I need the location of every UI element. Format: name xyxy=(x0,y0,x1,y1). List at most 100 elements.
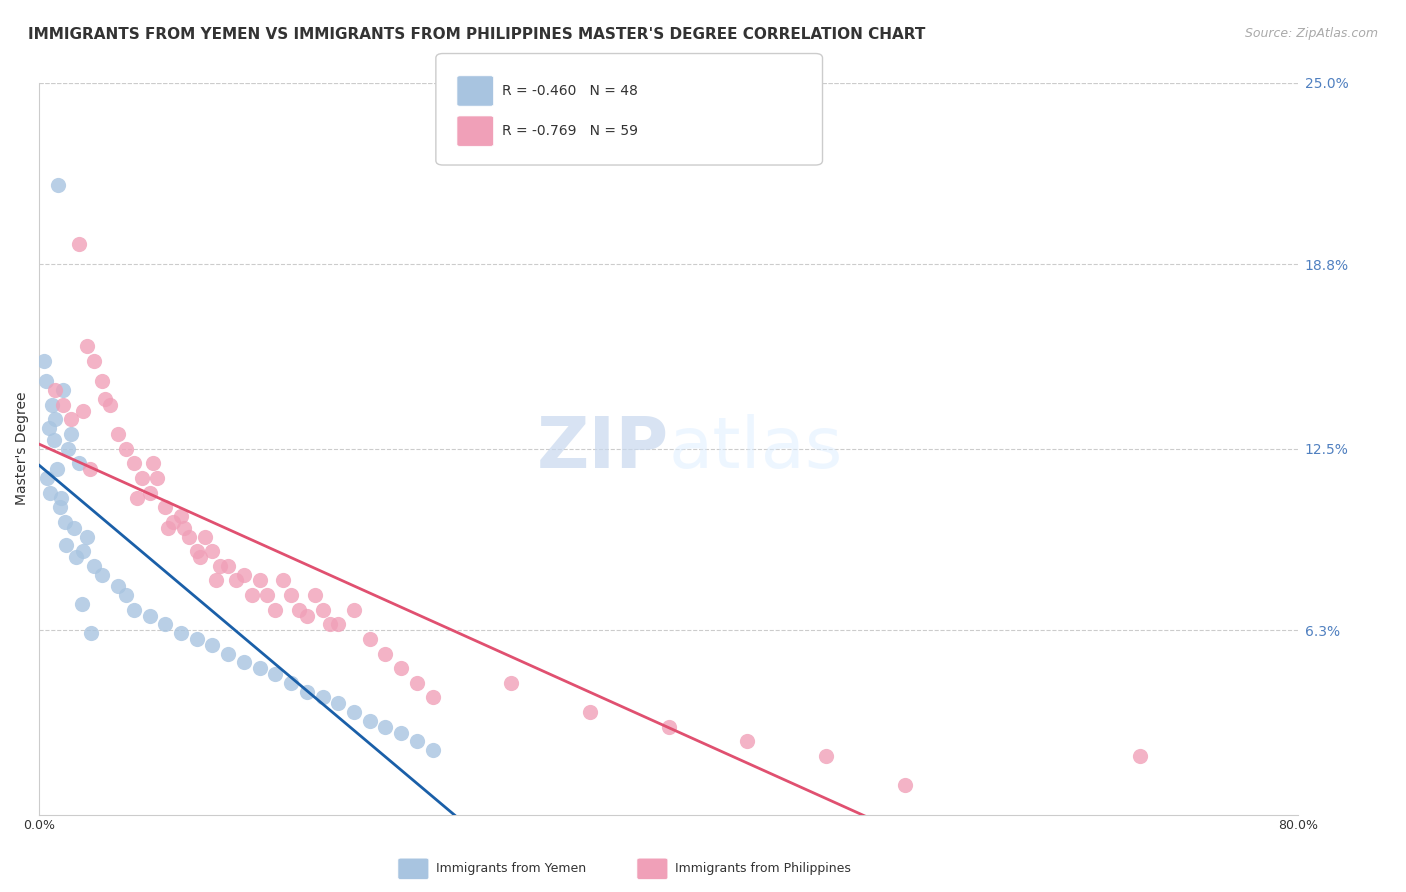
Point xyxy=(201,638,224,652)
Point xyxy=(295,684,318,698)
Point xyxy=(83,558,105,573)
Text: R = -0.769   N = 59: R = -0.769 N = 59 xyxy=(502,124,638,138)
Point xyxy=(177,529,200,543)
Point xyxy=(56,442,79,456)
Point xyxy=(138,485,160,500)
Point xyxy=(311,603,333,617)
Point xyxy=(311,690,333,705)
Point xyxy=(63,521,86,535)
Point xyxy=(155,500,177,515)
Point xyxy=(39,485,62,500)
Point xyxy=(49,500,72,515)
Point xyxy=(422,690,444,705)
Point xyxy=(374,647,396,661)
Point xyxy=(38,421,60,435)
Point xyxy=(186,544,208,558)
Point xyxy=(204,574,226,588)
Point xyxy=(44,412,66,426)
Point xyxy=(328,696,350,710)
Point xyxy=(146,471,169,485)
Point xyxy=(328,617,350,632)
Point xyxy=(115,588,138,602)
Point xyxy=(42,433,65,447)
Point xyxy=(374,720,396,734)
Point xyxy=(67,456,90,470)
Point xyxy=(52,398,75,412)
Point xyxy=(343,705,366,719)
Point xyxy=(343,603,366,617)
Text: R = -0.460   N = 48: R = -0.460 N = 48 xyxy=(502,84,638,98)
Point xyxy=(280,588,302,602)
Point xyxy=(201,544,224,558)
Point xyxy=(59,412,82,426)
Text: Source: ZipAtlas.com: Source: ZipAtlas.com xyxy=(1244,27,1378,40)
Point xyxy=(83,354,105,368)
Text: IMMIGRANTS FROM YEMEN VS IMMIGRANTS FROM PHILIPPINES MASTER'S DEGREE CORRELATION: IMMIGRANTS FROM YEMEN VS IMMIGRANTS FROM… xyxy=(28,27,925,42)
Point xyxy=(389,725,412,739)
Point xyxy=(35,375,58,389)
Point xyxy=(280,676,302,690)
Point xyxy=(107,427,129,442)
Point xyxy=(271,574,294,588)
Point xyxy=(52,383,75,397)
Point xyxy=(814,749,837,764)
Text: Immigrants from Philippines: Immigrants from Philippines xyxy=(675,863,851,875)
Point xyxy=(32,354,55,368)
Point xyxy=(389,661,412,675)
Point xyxy=(76,339,98,353)
Point xyxy=(72,544,94,558)
Point xyxy=(579,705,602,719)
Point xyxy=(157,521,180,535)
Point xyxy=(240,588,263,602)
Text: Immigrants from Yemen: Immigrants from Yemen xyxy=(436,863,586,875)
Point xyxy=(122,456,145,470)
Point xyxy=(406,676,429,690)
Point xyxy=(70,597,93,611)
Point xyxy=(91,375,114,389)
Y-axis label: Master's Degree: Master's Degree xyxy=(15,392,30,506)
Point xyxy=(735,734,758,748)
Point xyxy=(41,398,63,412)
Point xyxy=(45,462,67,476)
Point xyxy=(209,558,232,573)
Point xyxy=(249,574,271,588)
Point xyxy=(295,608,318,623)
Point xyxy=(188,549,211,564)
Point xyxy=(217,647,239,661)
Point xyxy=(91,567,114,582)
Point xyxy=(131,471,153,485)
Point xyxy=(55,538,77,552)
Point xyxy=(107,579,129,593)
Point xyxy=(319,617,342,632)
Point xyxy=(256,588,278,602)
Point xyxy=(170,626,193,640)
Point xyxy=(59,427,82,442)
Point xyxy=(122,603,145,617)
Point xyxy=(51,491,73,506)
Point xyxy=(138,608,160,623)
Text: ZIP: ZIP xyxy=(536,414,669,483)
Point xyxy=(186,632,208,646)
Point xyxy=(65,549,87,564)
Point xyxy=(76,529,98,543)
Point xyxy=(225,574,247,588)
Point xyxy=(94,392,117,406)
Point xyxy=(98,398,121,412)
Point xyxy=(264,603,287,617)
Point xyxy=(422,743,444,757)
Point xyxy=(893,778,915,792)
Point xyxy=(304,588,326,602)
Point xyxy=(359,632,381,646)
Point xyxy=(37,471,59,485)
Point xyxy=(264,667,287,681)
Point xyxy=(72,403,94,417)
Point xyxy=(193,529,215,543)
Point xyxy=(44,383,66,397)
Point xyxy=(406,734,429,748)
Point xyxy=(658,720,681,734)
Point xyxy=(155,617,177,632)
Point xyxy=(288,603,311,617)
Point xyxy=(232,567,254,582)
Point xyxy=(501,676,523,690)
Point xyxy=(359,714,381,728)
